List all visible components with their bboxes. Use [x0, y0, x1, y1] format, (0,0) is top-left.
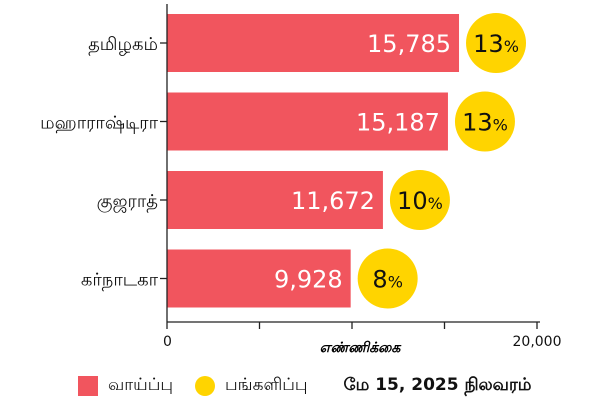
legend-entry-share: பங்களிப்பு [195, 375, 308, 397]
share-value-label: 13% [462, 109, 508, 137]
category-label: கர்நாடகா [81, 270, 159, 292]
category-label: குஜராத் [97, 191, 158, 213]
legend-label-opportunity: வாய்ப்பு [108, 375, 174, 395]
bar [167, 249, 351, 308]
share-circle [466, 13, 527, 73]
share-value-label: 8% [372, 266, 402, 294]
bar-value-label: 9,928 [274, 266, 343, 294]
share-circle [357, 248, 418, 309]
legend: வாய்ப்பு பங்களிப்பு மே 15, 2025 நிலவரம் [78, 374, 531, 398]
bar [167, 92, 448, 151]
share-circle [389, 170, 450, 230]
x-tick-label: 0 [163, 334, 172, 350]
legend-label-share: பங்களிப்பு [225, 375, 308, 395]
legend-swatch-opportunity [78, 376, 98, 396]
bars-layer: 15,785 13% 15,187 13% 11,672 10% 9,928 8% [167, 13, 527, 309]
x-axis-label: எண்ணிக்கை [320, 340, 403, 356]
axis-layer: எண்ணிக்கை தமிழகம் மஹாராஷ்டிரா குஜராத் கர்நா… [40, 4, 562, 356]
bar [167, 171, 383, 229]
legend-swatch-share [195, 376, 216, 396]
category-label: தமிழகம் [88, 34, 158, 56]
bar-value-label: 11,672 [291, 187, 375, 215]
date-note: மே 15, 2025 நிலவரம் [343, 375, 532, 395]
share-circle [454, 91, 515, 152]
category-label: மஹாராஷ்டிரா [40, 113, 158, 134]
share-value-label: 13% [473, 30, 519, 58]
legend-entry-opportunity: வாய்ப்பு [78, 375, 173, 397]
x-tick-label: 20,000 [513, 334, 562, 350]
bar-value-label: 15,785 [367, 30, 451, 58]
bar-value-label: 15,187 [356, 109, 440, 137]
share-value-label: 10% [397, 187, 443, 215]
bar [167, 14, 460, 72]
